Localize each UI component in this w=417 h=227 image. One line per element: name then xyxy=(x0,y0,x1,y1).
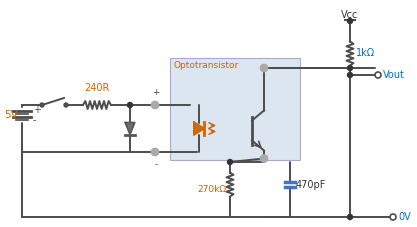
Circle shape xyxy=(228,160,233,165)
Circle shape xyxy=(64,103,68,107)
Text: Vcc: Vcc xyxy=(341,10,359,20)
Circle shape xyxy=(151,101,158,109)
Circle shape xyxy=(151,101,158,109)
Circle shape xyxy=(347,18,352,24)
Polygon shape xyxy=(125,123,135,135)
Text: 240R: 240R xyxy=(84,83,110,93)
Polygon shape xyxy=(194,122,204,135)
Circle shape xyxy=(347,66,352,71)
Circle shape xyxy=(261,155,267,162)
Bar xyxy=(170,58,300,160)
Text: -: - xyxy=(154,160,158,169)
Circle shape xyxy=(347,215,352,220)
Text: 1kΩ: 1kΩ xyxy=(356,49,375,59)
Circle shape xyxy=(261,64,267,72)
Circle shape xyxy=(261,155,267,162)
Circle shape xyxy=(261,64,267,72)
Text: +: + xyxy=(33,105,41,115)
Text: 270kΩ: 270kΩ xyxy=(197,185,226,194)
Text: Optotransistor: Optotransistor xyxy=(174,61,239,70)
Circle shape xyxy=(151,148,158,155)
Text: 0V: 0V xyxy=(398,212,411,222)
Circle shape xyxy=(347,72,352,77)
Circle shape xyxy=(40,103,44,107)
Circle shape xyxy=(128,103,133,108)
Text: +: + xyxy=(152,88,160,97)
Text: 470pF: 470pF xyxy=(296,180,327,190)
Circle shape xyxy=(151,148,158,155)
Text: Vout: Vout xyxy=(383,70,405,80)
Text: -: - xyxy=(33,115,37,125)
Text: 5V: 5V xyxy=(4,110,18,120)
